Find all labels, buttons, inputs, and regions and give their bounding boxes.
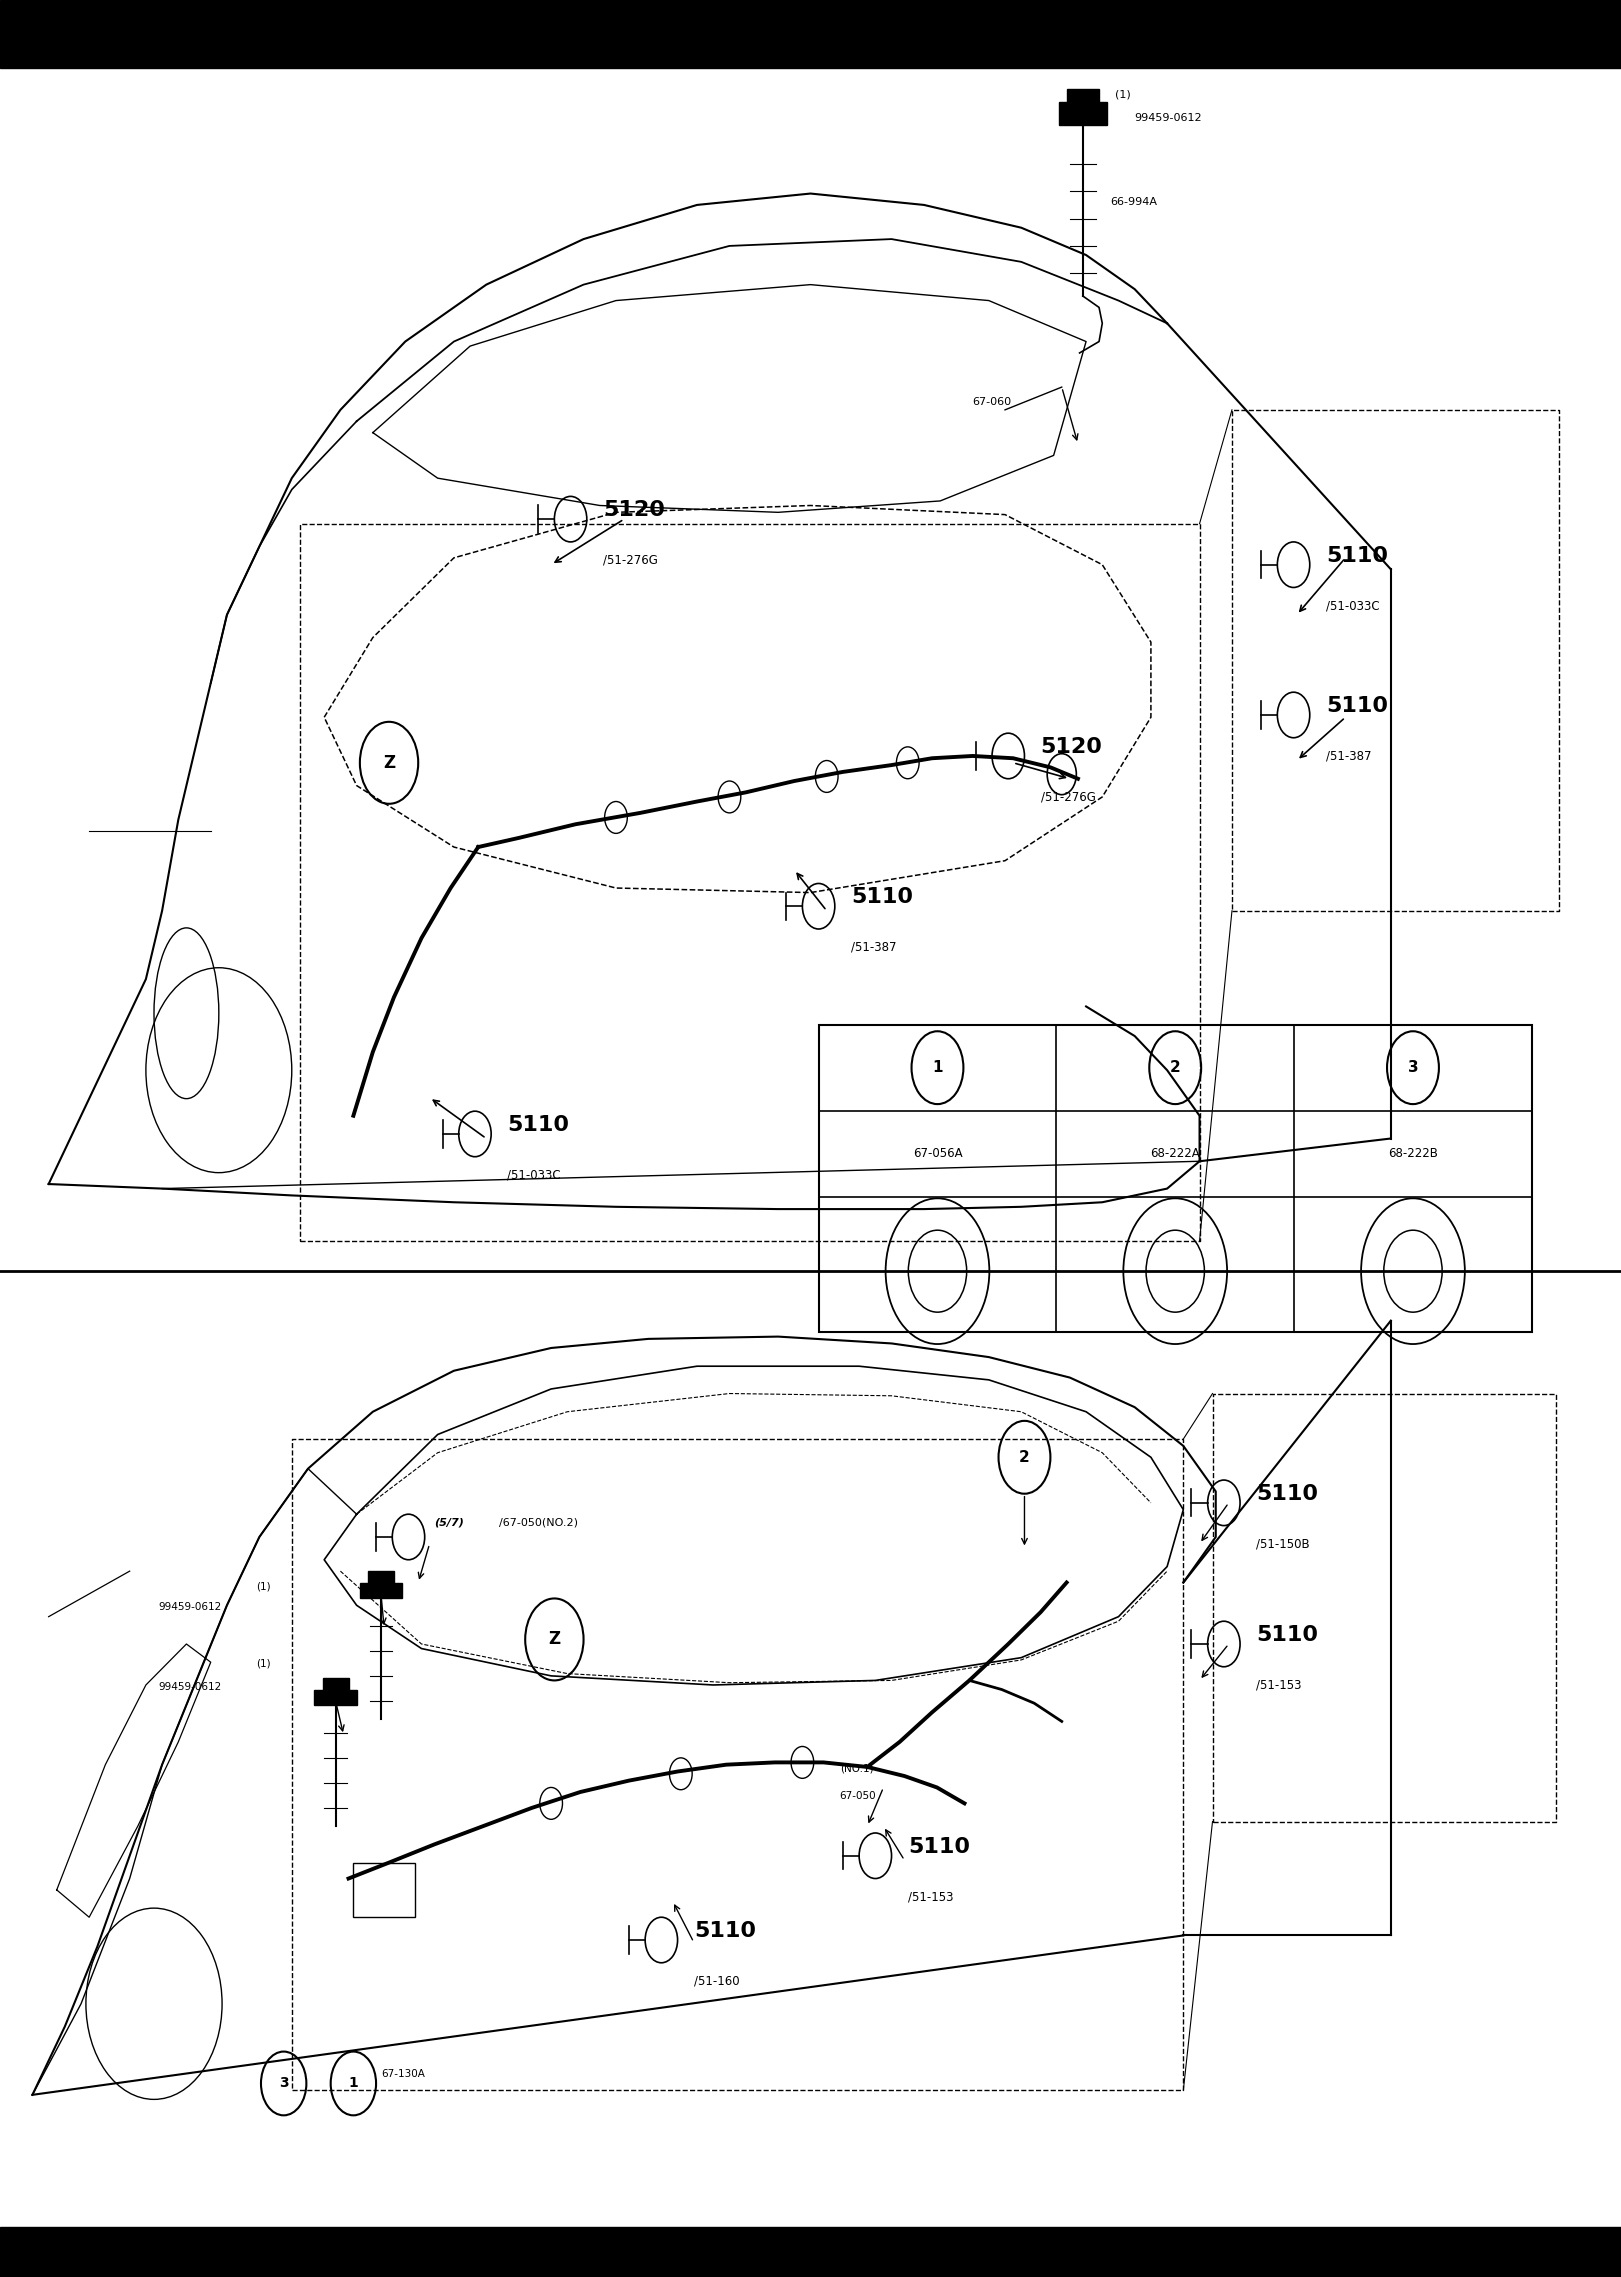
Text: 2: 2 [1020,1450,1029,1464]
Text: 5110: 5110 [694,1922,755,1940]
Text: 1: 1 [932,1061,943,1075]
Text: (1): (1) [1115,89,1131,100]
Text: 5110: 5110 [908,1838,969,1856]
Text: 5120: 5120 [603,501,665,519]
Text: 3: 3 [279,2077,289,2090]
Text: 67-056A: 67-056A [913,1148,963,1161]
Text: 2: 2 [1170,1061,1180,1075]
Text: 5120: 5120 [1041,738,1102,756]
Bar [368,1571,394,1583]
Text: 99459-0612: 99459-0612 [159,1601,222,1612]
Text: /51-387: /51-387 [1326,749,1371,763]
Text: /51-150B: /51-150B [1256,1537,1310,1551]
Text: 1: 1 [349,2077,358,2090]
Bar [323,1678,349,1690]
Text: Z: Z [548,1630,561,1649]
Text: Z: Z [383,754,396,772]
Text: 5110: 5110 [1256,1485,1318,1503]
Text: /51-276G: /51-276G [603,553,658,567]
Bar [314,1690,357,1705]
Text: 66-994A: 66-994A [1110,196,1157,207]
Text: 99459-0612: 99459-0612 [159,1680,222,1692]
Bar [353,1863,415,1917]
Text: /51-033C: /51-033C [507,1168,561,1182]
Bar [819,1025,1532,1332]
Text: /51-153: /51-153 [1256,1678,1302,1692]
Text: 5110: 5110 [1326,546,1388,565]
Text: 5110: 5110 [1326,697,1388,715]
Text: /51-276G: /51-276G [1041,790,1096,804]
Bar [0,2227,1621,2277]
Bar [0,0,1621,68]
Text: 5110: 5110 [1256,1626,1318,1644]
Bar [1067,89,1099,102]
Text: /51-153: /51-153 [908,1890,953,1904]
Bar [360,1583,402,1598]
Text: /51-387: /51-387 [851,940,896,954]
Text: 67-050: 67-050 [840,1790,877,1801]
Text: (NO.1): (NO.1) [840,1762,874,1774]
Text: (1): (1) [256,1658,271,1669]
Text: 3: 3 [1407,1061,1418,1075]
Bar [1059,102,1107,125]
Text: (1): (1) [256,1580,271,1592]
Text: 99459-0612: 99459-0612 [1135,112,1203,123]
Text: /67-050(NO.2): /67-050(NO.2) [499,1516,579,1528]
Text: 5110: 5110 [851,888,913,906]
Text: 5110: 5110 [507,1116,569,1134]
Text: /51-033C: /51-033C [1326,599,1379,613]
Text: 67-130A: 67-130A [381,2068,425,2079]
Text: 68-222B: 68-222B [1388,1148,1438,1161]
Text: /51-160: /51-160 [694,1974,739,1988]
Text: 68-222A: 68-222A [1151,1148,1200,1161]
Text: (5/7): (5/7) [434,1516,464,1528]
Text: 67-060: 67-060 [973,396,1012,408]
